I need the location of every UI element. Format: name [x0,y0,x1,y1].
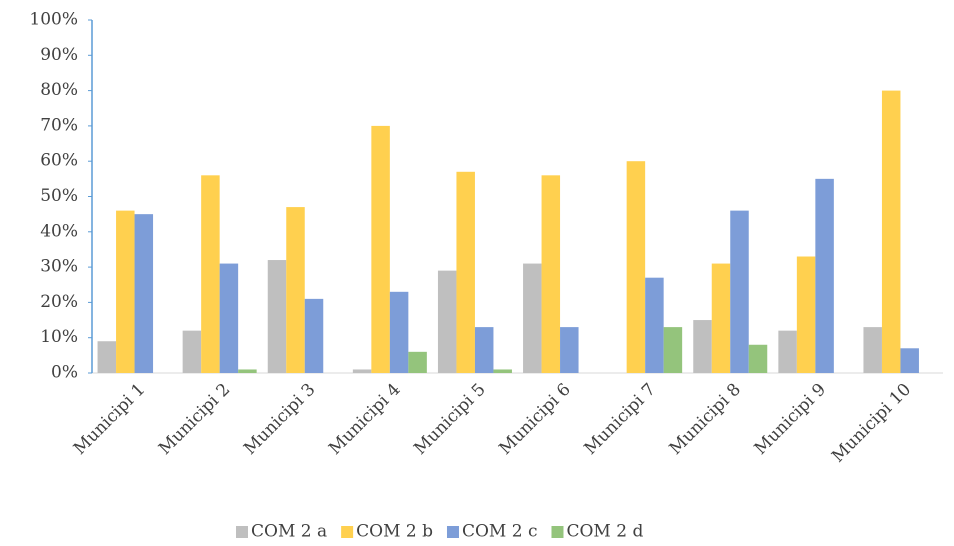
bar [389,291,409,373]
x-tick-label: Municipi 7 [580,380,659,459]
bar [219,263,239,373]
bar [456,171,475,373]
bar [663,327,683,373]
bar [900,348,919,373]
bar [626,161,646,373]
legend-label: COM 2 c [462,522,538,542]
y-tick-label: 100% [29,10,78,30]
bar [778,330,797,373]
bar [286,207,305,373]
y-tick-label: 30% [40,257,78,277]
bar [748,344,768,373]
y-tick-label: 70% [40,115,78,135]
legend-swatch [551,526,564,538]
y-tick-label: 10% [40,327,78,347]
x-tick-label: Municipi 10 [828,380,915,467]
legend-swatch [236,526,248,538]
x-tick-label: Municipi 5 [410,380,489,459]
y-tick-label: 0% [51,363,78,383]
bar [182,330,202,373]
bar [645,277,664,373]
y-tick-label: 60% [40,151,78,171]
x-tick-label: Municipi 8 [666,380,745,459]
legend-swatch [341,526,354,538]
legend-label: COM 2 a [251,522,327,542]
bar [304,298,324,373]
bar [352,369,372,373]
x-tick-label: Municipi 9 [751,380,830,459]
bar [437,270,457,373]
bar [134,214,154,373]
y-tick-label: 40% [40,221,78,241]
x-tick-label: Municipi 3 [240,380,319,459]
bar [267,260,287,373]
bar [474,327,494,373]
bar [881,90,901,373]
y-tick-label: 80% [40,80,78,100]
bar [116,210,135,373]
bar [238,369,257,373]
legend-label: COM 2 b [356,522,433,542]
x-tick-label: Municipi 1 [70,380,149,459]
bar [408,351,427,373]
bar [815,178,834,373]
y-tick-label: 20% [40,292,78,312]
legend-swatch [446,526,459,538]
legend-label: COM 2 d [566,522,643,542]
y-tick-label: 90% [40,45,78,65]
bar [371,125,390,374]
bar [493,369,512,373]
x-tick-label: Municipi 6 [495,380,574,459]
y-tick-label: 50% [40,186,78,206]
bar [560,327,579,373]
bar [523,263,542,373]
bar [541,175,561,373]
bar [796,256,816,373]
bar [730,210,749,373]
bar [97,341,117,373]
bar [693,320,712,373]
bar [201,175,220,373]
x-tick-label: Municipi 2 [155,380,234,459]
bar [711,263,731,373]
bar [863,327,882,373]
x-tick-label: Municipi 4 [325,380,404,459]
